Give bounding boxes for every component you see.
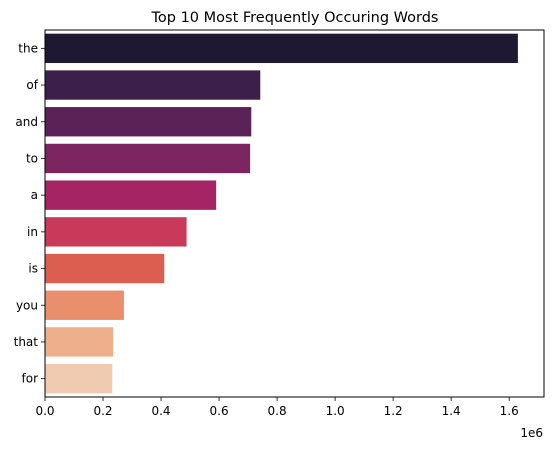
x-tick-label: 1.4 <box>442 404 461 418</box>
x-tick-label: 0.8 <box>268 404 287 418</box>
x-tick-label: 0.6 <box>210 404 229 418</box>
y-tick-label: that <box>14 335 39 349</box>
chart-title: Top 10 Most Frequently Occuring Words <box>151 10 439 26</box>
y-tick-label: you <box>16 298 38 312</box>
bar-in <box>45 217 187 247</box>
y-tick-label: to <box>26 151 38 165</box>
bar-you <box>45 290 124 320</box>
x-tick-label: 1.6 <box>500 404 519 418</box>
bar-that <box>45 327 114 357</box>
y-tick-label: in <box>27 225 38 239</box>
x-tick-label: 1.0 <box>326 404 345 418</box>
bar-is <box>45 253 165 284</box>
x-tick-label: 1.2 <box>384 404 403 418</box>
y-tick-label: of <box>26 78 38 92</box>
axes-frame <box>44 29 545 398</box>
bar-the <box>45 33 518 64</box>
x-axis-offset-label: 1e6 <box>520 426 543 440</box>
y-tick-label: for <box>22 372 39 386</box>
y-tick-label: a <box>31 188 38 202</box>
bar-of <box>45 70 261 100</box>
y-axis: the of and to a in is you that for <box>14 41 45 386</box>
bar-a <box>45 180 217 210</box>
y-tick-label: the <box>18 41 38 55</box>
x-tick-label: 0.0 <box>35 404 54 418</box>
bars-group <box>45 33 518 394</box>
bar-for <box>45 363 113 394</box>
y-tick-label: and <box>15 115 38 129</box>
bar-to <box>45 143 251 174</box>
x-tick-label: 0.4 <box>151 404 170 418</box>
bar-and <box>45 107 252 137</box>
x-tick-label: 0.2 <box>93 404 112 418</box>
x-axis: 0.0 0.2 0.4 0.6 0.8 1.0 1.2 1.4 1.6 <box>35 397 519 418</box>
y-tick-label: is <box>28 262 38 276</box>
